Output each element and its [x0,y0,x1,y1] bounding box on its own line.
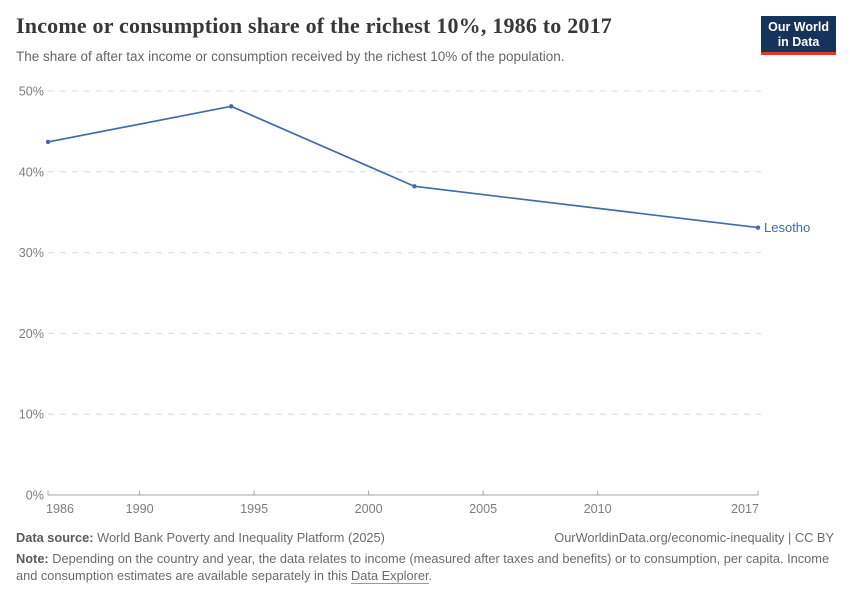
data-source: Data source: World Bank Poverty and Ineq… [16,530,385,546]
entity-label: Lesotho [764,220,810,235]
data-point [45,139,51,145]
y-tick-label: 20% [19,327,44,341]
data-explorer-link[interactable]: Data Explorer [351,567,429,584]
note-suffix: . [428,567,433,583]
x-tick-label: 1990 [126,502,154,516]
line-chart: 0% 10% 20% 30% 40% 50% 1986 1990 1995 2000 2005 201… [19,85,810,517]
data-point [229,104,234,109]
data-point [412,184,417,189]
note-label: Note: [16,551,49,566]
series-line-lesotho [47,105,759,229]
data-point [755,225,761,230]
owid-logo-line1: Our World [768,20,829,34]
data-source-text: World Bank Poverty and Inequality Platfo… [97,530,385,545]
chart-subtitle: The share of after tax income or consump… [16,49,565,64]
y-tick-label: 0% [26,489,44,503]
y-tick-label: 40% [19,165,44,179]
footer-source-row: Data source: World Bank Poverty and Ineq… [16,530,834,546]
x-tick-label: 2010 [584,502,612,516]
x-tick-label: 2005 [469,502,497,516]
x-tick-label: 2017 [731,502,759,516]
y-tick-label: 50% [19,85,44,99]
data-source-label: Data source: [16,530,94,545]
license-text: OurWorldinData.org/economic-inequality |… [554,530,834,545]
owid-logo-line2: in Data [777,34,820,49]
x-tick-label: 1995 [240,502,268,516]
x-tick-label: 1986 [46,502,74,516]
y-tick-label: 30% [19,246,44,260]
owid-logo: Our World in Data [761,16,836,55]
y-tick-label: 10% [19,408,44,422]
x-tick-label: 2000 [355,502,383,516]
page-title: Income or consumption share of the riche… [16,13,612,38]
note-text: Depending on the country and year, the d… [16,551,830,583]
footer-note: Note: Depending on the country and year,… [16,551,836,584]
